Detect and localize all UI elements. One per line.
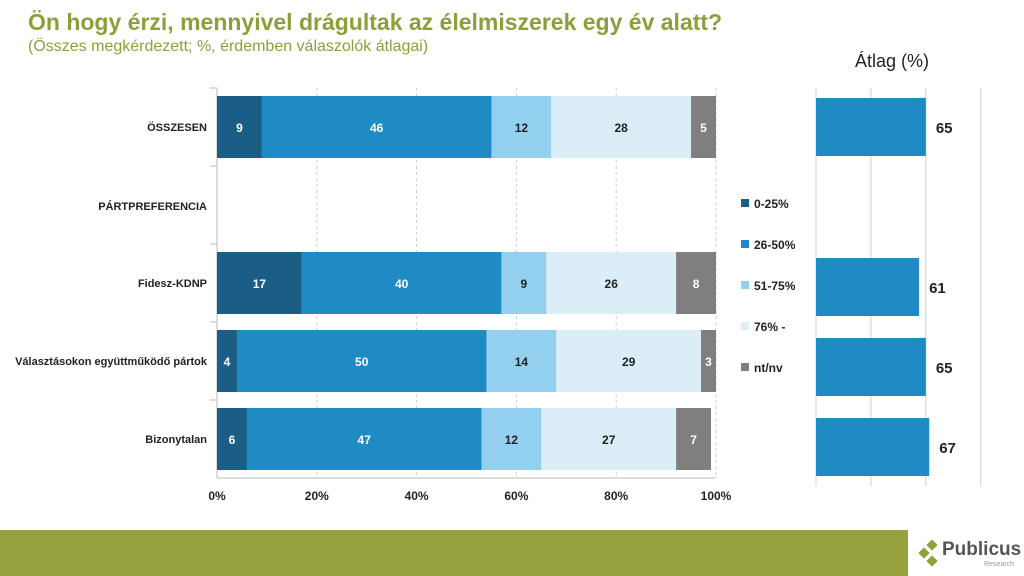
data-label: 4	[224, 355, 231, 369]
category-label: Bizonytalan	[145, 434, 207, 446]
data-label: 9	[236, 121, 243, 135]
data-label: 14	[515, 355, 529, 369]
legend-label: 26-50%	[754, 238, 796, 252]
logo-text: Publicus	[942, 539, 1022, 560]
average-label: 65	[936, 120, 953, 137]
legend-swatch	[741, 322, 749, 330]
bar-segment	[217, 96, 262, 158]
data-label: 50	[355, 355, 369, 369]
data-label: 12	[505, 433, 519, 447]
bar-segment	[676, 252, 716, 314]
category-label: ÖSSZESEN	[147, 121, 207, 134]
bar-segment	[691, 96, 716, 158]
data-label: 9	[521, 277, 528, 291]
bar-segment	[236, 330, 487, 392]
data-label: 17	[253, 277, 267, 291]
bar-segment	[301, 252, 502, 314]
legend-swatch	[741, 199, 749, 207]
bar-segment	[217, 408, 247, 470]
data-label: 47	[358, 433, 372, 447]
legend-swatch	[741, 281, 749, 289]
bar-segment	[501, 252, 547, 314]
average-bar	[816, 418, 930, 476]
category-label: Fidesz-KDNP	[138, 278, 207, 290]
data-label: 40	[395, 277, 409, 291]
logo-diamonds-icon	[918, 540, 938, 567]
x-tick-label: 20%	[305, 489, 329, 503]
bar-segment	[486, 330, 557, 392]
data-label: 5	[700, 121, 707, 135]
bar-segment	[551, 96, 692, 158]
average-label: 61	[929, 280, 946, 297]
average-label: 67	[939, 440, 956, 457]
average-bar	[816, 98, 926, 156]
x-tick-label: 100%	[701, 489, 732, 503]
bar-segment	[701, 330, 716, 392]
category-label: PÁRTPREFERENCIA	[98, 200, 207, 213]
data-label: 27	[602, 433, 616, 447]
x-tick-label: 0%	[208, 489, 226, 503]
legend-label: 51-75%	[754, 279, 796, 293]
average-label: 65	[936, 360, 953, 377]
data-label: 7	[690, 433, 697, 447]
data-label: 6	[229, 433, 236, 447]
bar-segment	[246, 408, 482, 470]
legend-swatch	[741, 363, 749, 371]
footer-bar	[0, 530, 908, 576]
bar-segment	[676, 408, 712, 470]
x-tick-label: 60%	[504, 489, 528, 503]
legend-label: 0-25%	[754, 197, 789, 211]
data-label: 26	[605, 277, 619, 291]
legend-label: 76% -	[754, 320, 785, 334]
average-chart-title: Átlag (%)	[855, 51, 930, 71]
bar-segment	[217, 330, 237, 392]
bar-segment	[491, 96, 552, 158]
bar-segment	[541, 408, 677, 470]
publicus-logo: Publicus Research	[918, 537, 1024, 573]
data-label: 28	[615, 121, 629, 135]
bar-segment	[261, 96, 492, 158]
bar-segment	[217, 252, 302, 314]
bar-segment	[481, 408, 542, 470]
data-label: 8	[693, 277, 700, 291]
chart-subtitle: (Összes megkérdezett; %, érdemben válasz…	[28, 38, 429, 55]
data-label: 46	[370, 121, 384, 135]
category-label: Választásokon együttműködő pártok	[15, 356, 208, 368]
legend-label: nt/nv	[754, 361, 783, 375]
chart-title: Ön hogy érzi, mennyivel drágultak az éle…	[28, 9, 723, 35]
x-tick-label: 40%	[405, 489, 429, 503]
data-label: 29	[622, 355, 636, 369]
average-bar	[816, 338, 926, 396]
x-tick-label: 80%	[604, 489, 628, 503]
average-bar	[816, 258, 920, 316]
bar-segment	[546, 252, 677, 314]
data-label: 3	[705, 355, 712, 369]
data-label: 12	[515, 121, 529, 135]
logo-subtext: Research	[984, 561, 1014, 568]
bar-segment	[556, 330, 702, 392]
legend-swatch	[741, 240, 749, 248]
